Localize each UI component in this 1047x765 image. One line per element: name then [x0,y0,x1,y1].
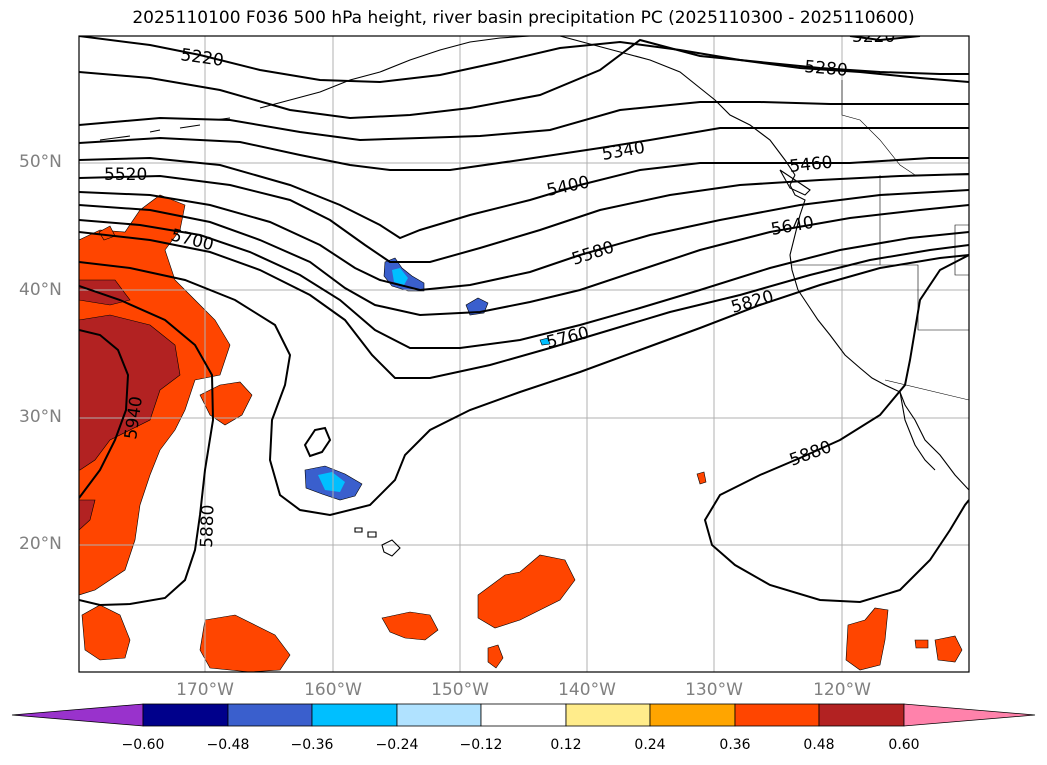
precip-blob-2 [81,604,131,661]
contour-5640 [79,204,969,317]
precip-blob-10 [914,639,929,649]
colorbar-segment [227,703,313,727]
precip-blob-8 [934,635,963,663]
contour-5520 [79,173,969,263]
precip-blob-7 [845,607,889,671]
precip-blob-5 [477,554,576,629]
political-borders [792,80,969,401]
aleutians [99,117,231,141]
hawaii-small-2 [367,531,377,538]
colorbar-segment [649,703,736,727]
lon-label: 150°W [431,680,489,700]
colorbar-segment [818,703,905,727]
colorbar-tick-label: −0.24 [375,737,419,753]
colorbar-segment [396,703,482,727]
neg-blob-1-inner [392,268,408,285]
contour-5700 [79,219,969,349]
precip-region-west-dark2 [79,499,96,531]
colorbar-extend-right [903,703,1036,727]
contour-label: 5220 [852,27,895,47]
vancouver-island [779,169,811,196]
colorbar [11,703,1036,727]
lon-label: 170°W [176,680,234,700]
precip-blob-4 [381,611,439,641]
contour-label: 5520 [104,165,147,185]
contour-5760 [79,231,969,379]
contour-5820 [79,254,969,517]
lat-label: 40°N [19,280,62,300]
colorbar-extend-left [11,703,144,727]
contour-label: 5460 [788,153,833,177]
precip-blob-6 [487,644,504,669]
lon-label: 160°W [304,680,362,700]
lon-label: 120°W [813,680,871,700]
neg-blob-3-inner [318,472,345,492]
height-contours [79,36,969,607]
hawaii-island [381,539,401,557]
alaska-coast [259,36,796,176]
lat-label: 20°N [19,534,62,554]
contour-5880-small [303,426,332,458]
colorbar-tick-label: 0.24 [634,737,666,753]
lon-label: 130°W [685,680,743,700]
contour-5220-top [849,36,921,42]
contour-5340 [79,101,969,142]
colorbar-tick-label: −0.12 [459,737,503,753]
lat-label: 50°N [19,152,62,172]
neg-blob-4 [539,337,551,346]
map-grid [79,36,969,672]
colorbar-tick-label: −0.60 [121,737,165,753]
contour-5220 [79,36,969,84]
hawaii-small-1 [354,527,363,533]
map-title: 2025110100 F036 500 hPa height, river ba… [132,8,915,28]
contour-5940 [79,329,130,499]
colorbar-tick-label: −0.48 [206,737,250,753]
lat-label: 30°N [19,407,62,427]
colorbar-tick-label: 0.60 [888,737,920,753]
contour-5400 [79,127,969,171]
coastlines [99,36,969,557]
colorbar-segment [734,703,820,727]
us-west-coast [797,289,969,491]
precip-blob-9 [696,471,707,485]
colorbar-segment [480,703,567,727]
map-area: 5220 5220 5280 5340 5400 5460 5520 5580 … [79,27,969,672]
contour-5280 [79,38,969,120]
contour-5880 [79,285,215,607]
map-frame [78,35,970,673]
contour-5580 [79,189,969,292]
colorbar-segment [142,703,229,727]
baja [899,391,936,471]
precip-region-west-dark [79,314,181,471]
contour-5880-east [703,254,969,604]
contour-5460 [79,156,969,240]
colorbar-tick-label: −0.36 [290,737,334,753]
colorbar-tick-label: 0.48 [803,737,835,753]
colorbar-tick-label: 0.36 [719,737,751,753]
colorbar-segment [311,703,398,727]
contour-label: 5880 [197,504,218,548]
colorbar-segment [565,703,651,727]
lon-label: 140°W [558,680,616,700]
colorbar-tick-label: 0.12 [550,737,582,753]
contour-label: 5280 [804,57,849,81]
